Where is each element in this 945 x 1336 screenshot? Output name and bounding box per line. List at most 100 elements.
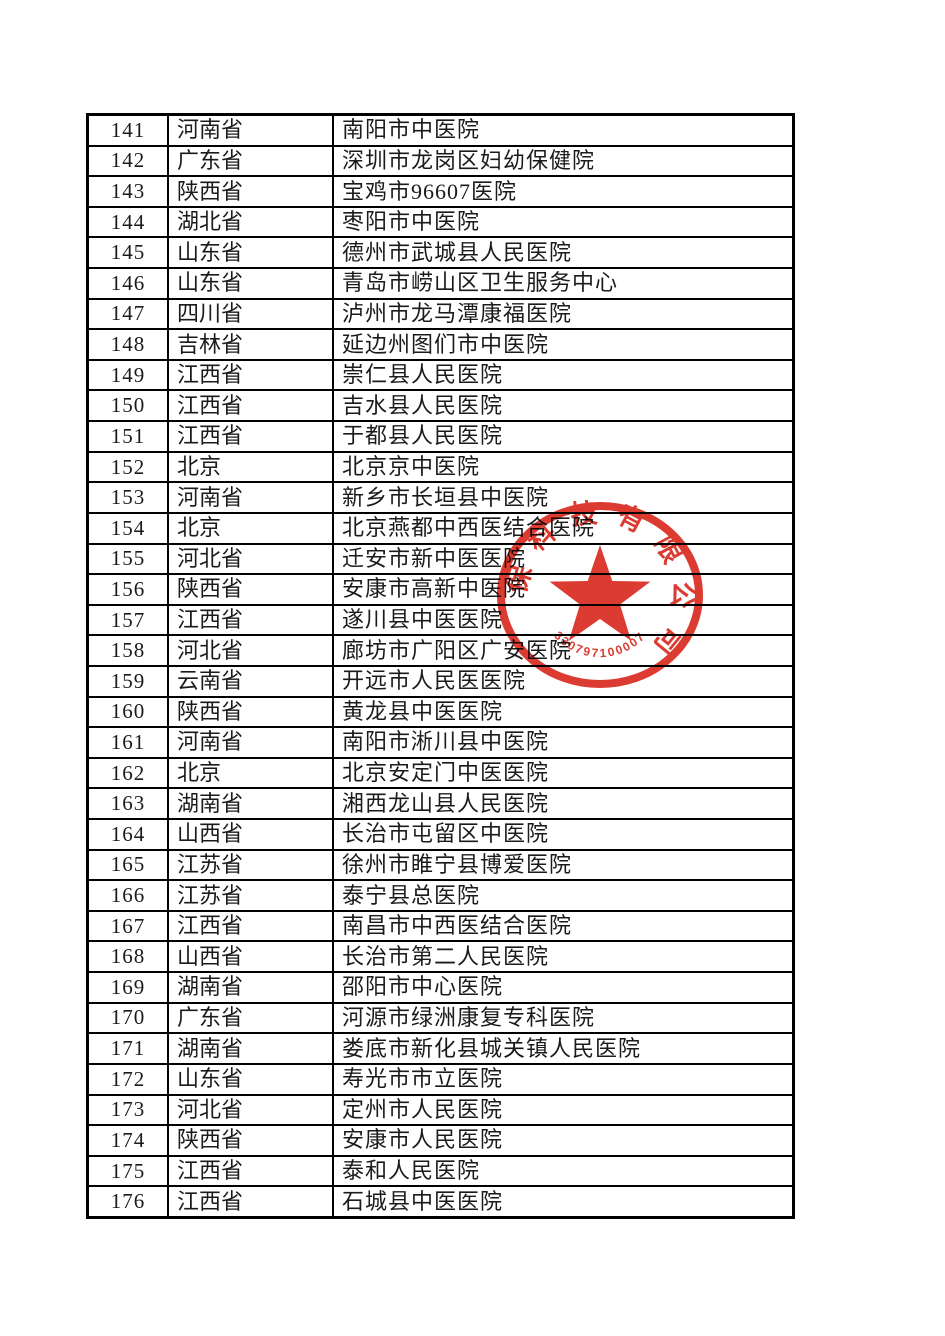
row-hospital: 安康市高新中医院 bbox=[342, 576, 527, 602]
row-hospital: 长治市第二人民医院 bbox=[342, 943, 550, 969]
row-hospital: 吉水县人民医院 bbox=[342, 392, 504, 418]
row-province: 陕西省 bbox=[169, 575, 334, 604]
row-number: 174 bbox=[89, 1126, 169, 1155]
row-number: 161 bbox=[89, 728, 169, 757]
row-hospital: 廊坊市广阳区广安医院 bbox=[342, 637, 573, 663]
row-province: 山西省 bbox=[169, 942, 334, 972]
row-number: 175 bbox=[89, 1156, 169, 1186]
row-hospital: 枣阳市中医院 bbox=[342, 209, 481, 235]
row-number: 171 bbox=[89, 1034, 169, 1063]
row-number: 145 bbox=[89, 238, 169, 268]
row-province: 河北省 bbox=[169, 1095, 334, 1125]
row-hospital: 泰宁县总医院 bbox=[342, 882, 481, 908]
row-hospital: 新乡市长垣县中医院 bbox=[342, 484, 550, 510]
row-hospital: 南阳市淅川县中医院 bbox=[342, 729, 550, 755]
row-number: 157 bbox=[89, 605, 169, 635]
table-row: 160 陕西省 黄龙县中医医院 bbox=[89, 695, 792, 727]
row-province: 河北省 bbox=[169, 636, 334, 665]
row-number: 152 bbox=[89, 452, 169, 482]
row-province: 广东省 bbox=[169, 146, 334, 176]
table-row: 157 江西省 遂川县中医医院 bbox=[89, 603, 792, 635]
row-province: 广东省 bbox=[169, 1003, 334, 1033]
table-row: 170 广东省 河源市绿洲康复专科医院 bbox=[89, 1001, 792, 1033]
row-number: 172 bbox=[89, 1064, 169, 1094]
row-province: 河南省 bbox=[169, 483, 334, 512]
row-number: 146 bbox=[89, 269, 169, 298]
row-number: 167 bbox=[89, 911, 169, 941]
row-province: 陕西省 bbox=[169, 177, 334, 206]
row-province: 江西省 bbox=[169, 391, 334, 421]
row-hospital: 安康市人民医院 bbox=[342, 1127, 504, 1153]
row-number: 143 bbox=[89, 177, 169, 206]
table-row: 175 江西省 泰和人民医院 bbox=[89, 1154, 792, 1186]
hospital-table: 141 河南省 南阳市中医院 142 广东省 深圳市龙岗区妇幼保健院 143 陕… bbox=[86, 113, 795, 1219]
row-hospital: 深圳市龙岗区妇幼保健院 bbox=[342, 147, 596, 173]
row-number: 173 bbox=[89, 1095, 169, 1125]
row-number: 164 bbox=[89, 820, 169, 849]
table-row: 144 湖北省 枣阳市中医院 bbox=[89, 205, 792, 237]
table-row: 154 北京 北京燕都中西医结合医院 bbox=[89, 511, 792, 543]
row-hospital: 黄龙县中医医院 bbox=[342, 698, 504, 724]
row-hospital: 迁安市新中医医院 bbox=[342, 545, 527, 571]
row-number: 156 bbox=[89, 575, 169, 604]
row-hospital: 北京燕都中西医结合医院 bbox=[342, 515, 596, 541]
row-province: 湖南省 bbox=[169, 1034, 334, 1063]
row-number: 159 bbox=[89, 666, 169, 696]
row-hospital: 南阳市中医院 bbox=[342, 117, 481, 143]
row-number: 153 bbox=[89, 483, 169, 512]
table-row: 162 北京 北京安定门中医医院 bbox=[89, 756, 792, 788]
table-row: 153 河南省 新乡市长垣县中医院 bbox=[89, 481, 792, 512]
row-hospital: 寿光市市立医院 bbox=[342, 1066, 504, 1092]
row-number: 162 bbox=[89, 758, 169, 788]
row-number: 169 bbox=[89, 973, 169, 1002]
row-hospital: 德州市武城县人民医院 bbox=[342, 239, 573, 265]
row-province: 山西省 bbox=[169, 820, 334, 849]
table-row: 171 湖南省 娄底市新化县城关镇人民医院 bbox=[89, 1032, 792, 1063]
row-hospital: 泰和人民医院 bbox=[342, 1158, 481, 1184]
row-province: 江西省 bbox=[169, 422, 334, 451]
row-hospital: 延边州图们市中医院 bbox=[342, 331, 550, 357]
table-row: 173 河北省 定州市人民医院 bbox=[89, 1093, 792, 1125]
row-number: 147 bbox=[89, 299, 169, 329]
row-hospital: 于都县人民医院 bbox=[342, 423, 504, 449]
row-hospital: 南昌市中西医结合医院 bbox=[342, 913, 573, 939]
row-province: 河北省 bbox=[169, 544, 334, 574]
row-number: 163 bbox=[89, 789, 169, 819]
row-province: 江西省 bbox=[169, 1187, 334, 1216]
row-hospital: 娄底市新化县城关镇人民医院 bbox=[342, 1035, 642, 1061]
table-row: 166 江苏省 泰宁县总医院 bbox=[89, 879, 792, 910]
row-number: 141 bbox=[89, 116, 169, 145]
row-province: 湖南省 bbox=[169, 789, 334, 819]
row-number: 158 bbox=[89, 636, 169, 665]
table-row: 159 云南省 开远市人民医医院 bbox=[89, 664, 792, 696]
row-hospital: 河源市绿洲康复专科医院 bbox=[342, 1004, 596, 1030]
row-province: 云南省 bbox=[169, 666, 334, 696]
row-province: 江西省 bbox=[169, 360, 334, 390]
table-row: 141 河南省 南阳市中医院 bbox=[89, 116, 792, 145]
row-number: 148 bbox=[89, 330, 169, 359]
table-row: 158 河北省 廊坊市广阳区广安医院 bbox=[89, 634, 792, 665]
table-row: 164 山西省 长治市屯留区中医院 bbox=[89, 818, 792, 849]
table-row: 147 四川省 泸州市龙马潭康福医院 bbox=[89, 297, 792, 329]
row-province: 北京 bbox=[169, 758, 334, 788]
row-province: 湖南省 bbox=[169, 973, 334, 1002]
row-province: 河南省 bbox=[169, 116, 334, 145]
row-province: 山东省 bbox=[169, 1064, 334, 1094]
row-hospital: 长治市屯留区中医院 bbox=[342, 821, 550, 847]
table-row: 163 湖南省 湘西龙山县人民医院 bbox=[89, 787, 792, 819]
row-number: 176 bbox=[89, 1187, 169, 1216]
row-province: 北京 bbox=[169, 452, 334, 482]
table-row: 152 北京 北京京中医院 bbox=[89, 450, 792, 482]
table-row: 145 山东省 德州市武城县人民医院 bbox=[89, 236, 792, 268]
row-hospital: 泸州市龙马潭康福医院 bbox=[342, 300, 573, 326]
row-hospital: 遂川县中医医院 bbox=[342, 607, 504, 633]
row-number: 151 bbox=[89, 422, 169, 451]
row-province: 四川省 bbox=[169, 299, 334, 329]
row-province: 江西省 bbox=[169, 1156, 334, 1186]
row-province: 江苏省 bbox=[169, 881, 334, 910]
row-number: 165 bbox=[89, 850, 169, 880]
row-province: 湖北省 bbox=[169, 207, 334, 237]
row-number: 144 bbox=[89, 207, 169, 237]
row-hospital: 开远市人民医医院 bbox=[342, 668, 527, 694]
